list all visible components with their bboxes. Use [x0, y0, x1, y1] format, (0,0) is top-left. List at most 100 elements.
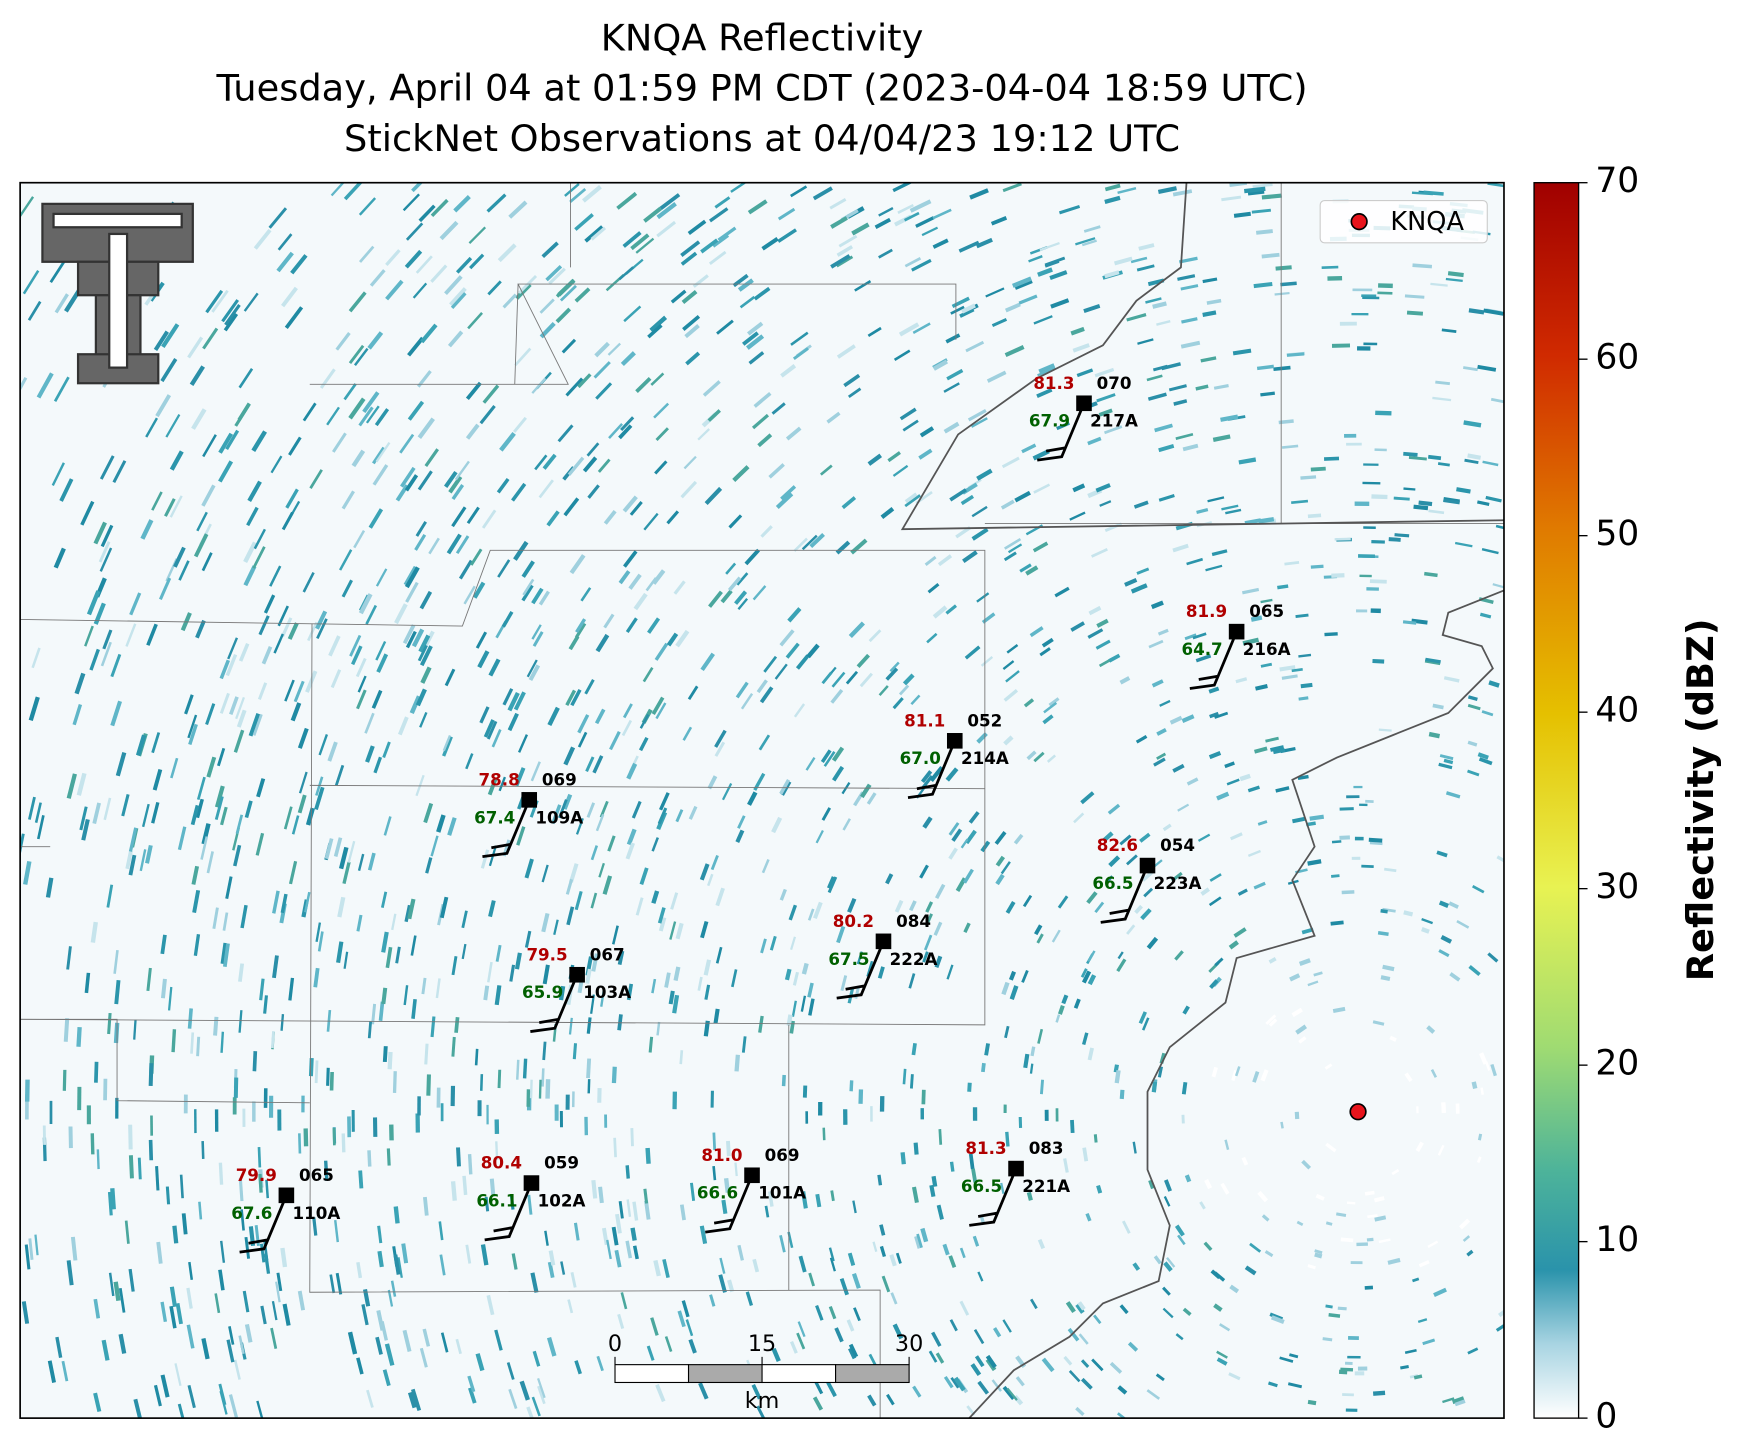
- radar-gate: [222, 943, 230, 968]
- radar-gate: [1244, 1265, 1257, 1276]
- radar-gate: [1226, 778, 1240, 786]
- temperature: 81.3: [1033, 373, 1074, 393]
- radar-gate: [1325, 1221, 1333, 1226]
- radar-gate: [337, 896, 346, 918]
- radar-gate: [946, 964, 954, 980]
- radar-gate: [866, 792, 877, 805]
- radar-gate: [343, 383, 357, 401]
- radar-gate: [1044, 1109, 1049, 1121]
- radar-gate: [1232, 348, 1252, 356]
- radar-gate: [495, 1141, 499, 1161]
- radar-gate: [1087, 974, 1097, 986]
- radar-gate: [831, 671, 846, 688]
- radar-gate: [975, 237, 993, 249]
- radar-gate: [1127, 1341, 1139, 1352]
- radar-gate: [49, 1100, 53, 1125]
- radar-gate: [985, 287, 1005, 298]
- radar-gate: [753, 772, 766, 791]
- station-id: 222A: [890, 949, 938, 969]
- radar-gate: [742, 331, 759, 346]
- radar-gate: [1352, 288, 1373, 292]
- station-marker: [1076, 395, 1092, 412]
- radar-gate: [377, 1225, 383, 1244]
- radar-gate: [489, 1178, 496, 1197]
- radar-gate: [1433, 1287, 1447, 1297]
- radar-gate: [283, 806, 293, 830]
- radar-gate: [809, 533, 825, 549]
- radar-gate: [617, 1014, 623, 1031]
- radar-gate: [238, 1335, 245, 1355]
- radar-gate: [221, 299, 240, 323]
- radar-gate: [28, 696, 40, 721]
- radar-gate: [653, 1259, 661, 1277]
- radar-gate: [1113, 256, 1133, 266]
- radar-gate: [1464, 458, 1479, 465]
- radar-gate: [685, 351, 701, 366]
- radar-gate: [191, 408, 207, 430]
- radar-gate: [595, 382, 613, 400]
- radar-gate: [1207, 496, 1225, 503]
- radar-gate: [1070, 1119, 1075, 1134]
- radar-gate: [611, 925, 619, 945]
- radar-gate: [153, 330, 169, 351]
- radar-gate: [284, 306, 304, 330]
- radar-gate: [1265, 1014, 1277, 1025]
- wind-barb: [484, 1182, 533, 1242]
- radar-gate: [1023, 1053, 1030, 1069]
- radar-gate: [995, 873, 1005, 886]
- radar-gate: [128, 1124, 133, 1150]
- radar-gate: [341, 1133, 346, 1153]
- radar-gate: [1006, 643, 1019, 654]
- radar-gate: [440, 1332, 449, 1353]
- radar-gate: [548, 267, 566, 285]
- radar-gate: [297, 794, 307, 814]
- radar-gate: [651, 978, 657, 994]
- radar-gate: [1273, 748, 1286, 755]
- radar-gate: [1033, 751, 1045, 763]
- radar-gate: [348, 291, 367, 313]
- station-id: 217A: [1090, 411, 1138, 431]
- radar-gate: [391, 913, 397, 931]
- radar-gate: [647, 617, 661, 634]
- radar-gate: [903, 211, 920, 222]
- station-marker: [1228, 623, 1245, 640]
- radar-gate: [867, 453, 883, 466]
- radar-gate: [582, 185, 602, 203]
- radar-gate: [1093, 1314, 1102, 1325]
- radar-gate: [586, 802, 596, 818]
- radar-gate: [1104, 183, 1121, 192]
- colorbar-tick-label: 0: [1595, 1397, 1617, 1437]
- radar-gate: [356, 1357, 364, 1375]
- radar-gate: [1087, 628, 1104, 639]
- radar-gate: [753, 286, 771, 301]
- radar-gate: [1032, 449, 1050, 461]
- radar-gate: [707, 873, 714, 887]
- radar-gate: [475, 1353, 485, 1372]
- radar-gate: [479, 706, 490, 724]
- radar-gate: [362, 1288, 371, 1307]
- radar-gate: [970, 417, 988, 428]
- radar-gate: [568, 1017, 573, 1035]
- radar-gate: [332, 1128, 336, 1146]
- radar-gate: [643, 206, 662, 223]
- radar-gate: [528, 664, 541, 682]
- radar-gate: [258, 615, 270, 636]
- radar-gate: [461, 910, 468, 929]
- radar-gate: [133, 1019, 137, 1040]
- radar-gate: [675, 629, 690, 648]
- radar-gate: [727, 576, 742, 592]
- radar-gate: [758, 734, 771, 751]
- radar-gate: [167, 986, 173, 1011]
- radar-gate: [618, 266, 634, 281]
- radar-gate: [282, 1303, 291, 1326]
- radar-gate: [315, 776, 324, 796]
- radar-gate: [574, 1360, 582, 1375]
- radar-gate: [1368, 837, 1383, 843]
- radar-gate: [516, 1059, 520, 1080]
- radar-gate: [477, 650, 490, 669]
- title-line: KNQA Reflectivity: [601, 17, 924, 60]
- radar-gate: [1354, 1371, 1365, 1376]
- radar-gate: [1268, 956, 1277, 964]
- radar-gate: [924, 555, 937, 566]
- radar-gate: [218, 432, 234, 454]
